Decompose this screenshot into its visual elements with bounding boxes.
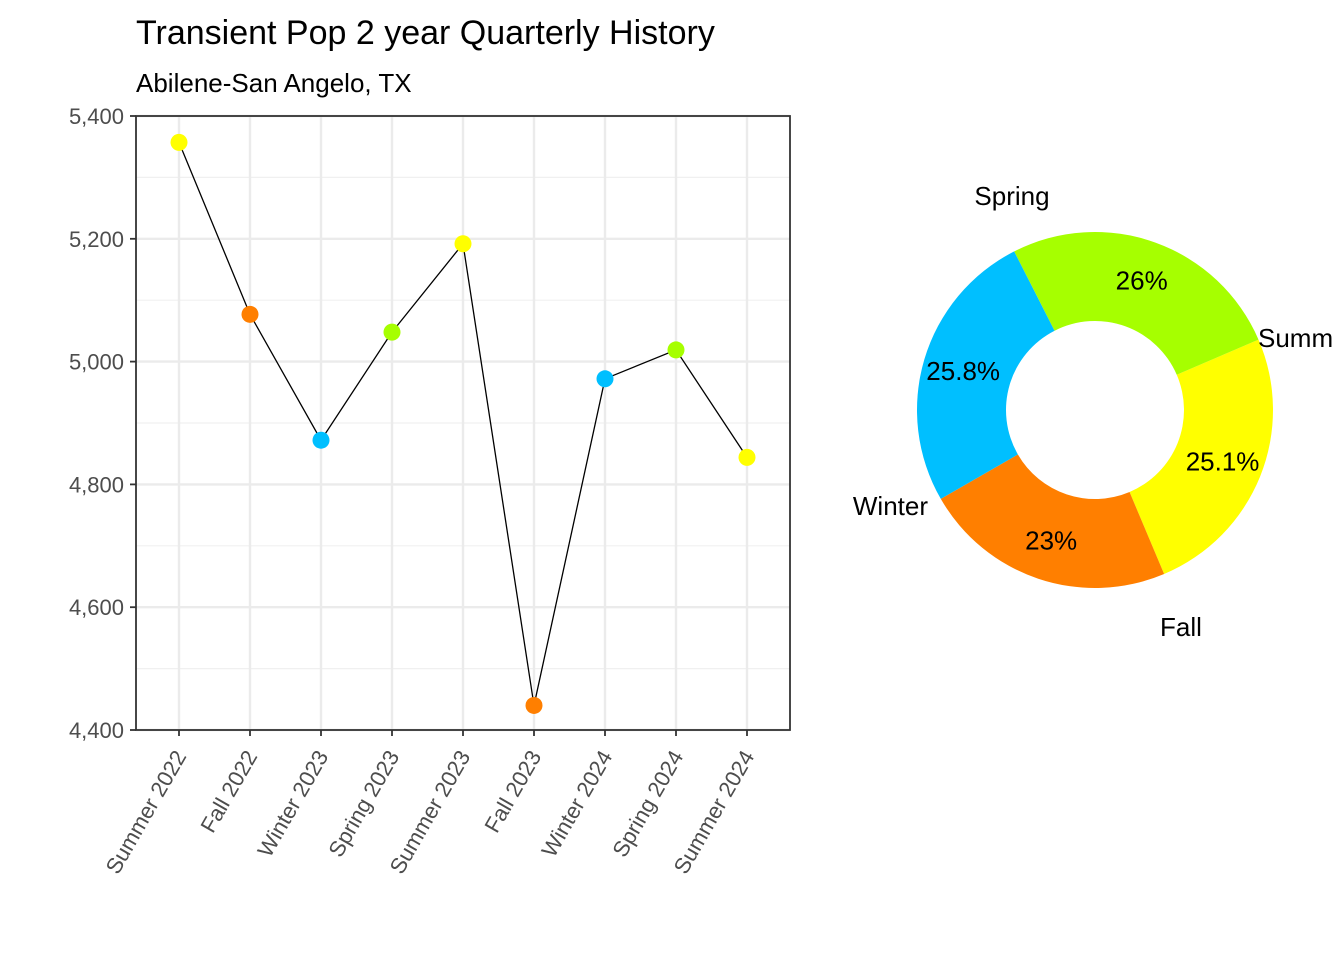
donut-slice-summer — [1129, 339, 1273, 575]
x-tick-label: Spring 2023 — [323, 746, 404, 861]
donut-slice-winter — [916, 251, 1055, 499]
slice-value-label: 23% — [1025, 525, 1077, 555]
data-point — [525, 696, 543, 714]
y-tick-label: 4,400 — [69, 718, 124, 743]
x-tick-label: Winter 2023 — [252, 746, 333, 861]
x-tick-label: Fall 2023 — [479, 746, 546, 837]
category-label-spring: Spring — [974, 181, 1049, 211]
slice-value-label: 25.1% — [1186, 446, 1260, 476]
data-point — [738, 448, 756, 466]
y-tick-label: 4,800 — [69, 472, 124, 497]
category-label-summer: Summ — [1258, 323, 1333, 353]
y-tick-label: 4,600 — [69, 595, 124, 620]
donut-chart: 25.1% 23% 25.8% 26% Summ Fall Winter Spring — [853, 181, 1333, 642]
y-tick-label: 5,000 — [69, 350, 124, 375]
category-label-fall: Fall — [1160, 612, 1202, 642]
data-point — [170, 133, 188, 151]
x-tick-label: Summer 2022 — [101, 746, 192, 878]
data-point — [667, 341, 685, 359]
y-tick-label: 5,200 — [69, 227, 124, 252]
data-point — [312, 431, 330, 449]
slice-value-label: 26% — [1116, 266, 1168, 296]
data-point — [241, 305, 259, 323]
x-tick-label: Winter 2024 — [536, 746, 617, 861]
y-tick-label: 5,400 — [69, 104, 124, 129]
data-point — [454, 235, 472, 253]
x-tick-label: Fall 2022 — [195, 746, 262, 837]
chart-subtitle: Abilene-San Angelo, TX — [136, 68, 412, 98]
chart-title: Transient Pop 2 year Quarterly History — [136, 14, 715, 52]
line-chart: 4,400 4,600 4,800 5,000 5,200 5,400 Summer 202… — [69, 104, 791, 878]
donut-slice-fall — [940, 454, 1165, 588]
x-tick-label: Spring 2024 — [607, 746, 688, 861]
donut-slice-spring — [1014, 232, 1259, 375]
slice-value-label: 25.8% — [926, 356, 1000, 386]
data-point — [596, 370, 614, 388]
data-point — [383, 323, 401, 341]
category-label-winter: Winter — [853, 491, 928, 521]
